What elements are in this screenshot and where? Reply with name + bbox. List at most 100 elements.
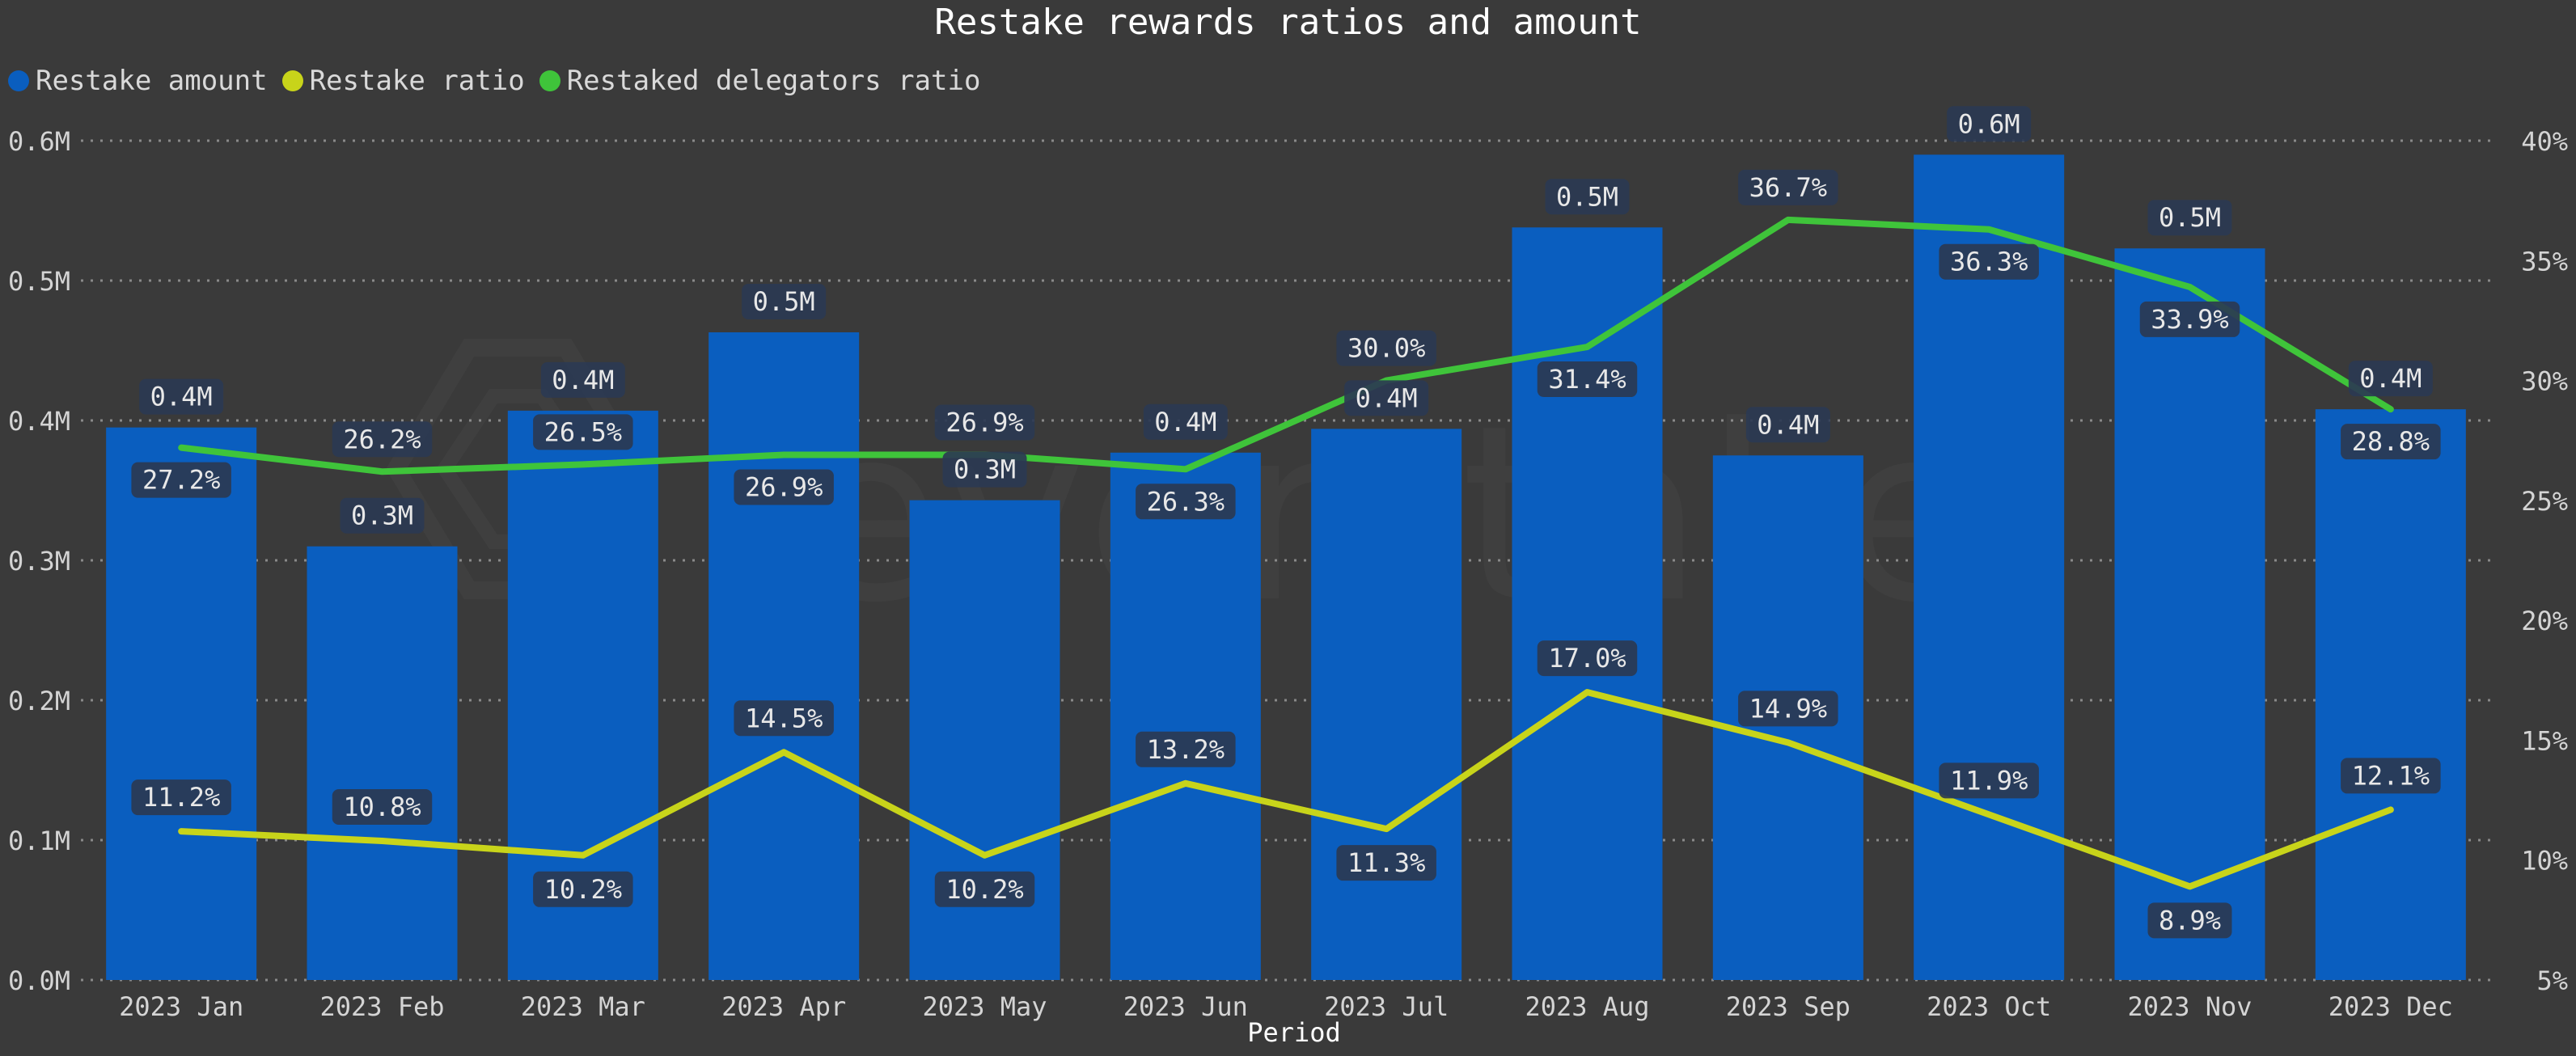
line-point[interactable] xyxy=(379,838,385,843)
data-label-box xyxy=(533,414,633,450)
delegators-ratio-data-label: 26.9% xyxy=(734,469,834,505)
legend-item-restake-amount[interactable]: Restake amount xyxy=(8,65,268,97)
legend-label: Restake amount xyxy=(36,65,268,97)
bar[interactable] xyxy=(1512,227,1663,980)
line-point[interactable] xyxy=(2187,284,2193,289)
data-label-text: 11.9% xyxy=(1950,765,2028,796)
delegators-ratio-data-label: 27.2% xyxy=(131,462,231,498)
restake-ratio-data-label: 17.0% xyxy=(1537,640,1638,677)
bar[interactable] xyxy=(1914,154,2065,981)
data-label-box xyxy=(934,871,1035,907)
y-right-tick-label: 5% xyxy=(2536,965,2568,996)
data-label-text: 31.4% xyxy=(1548,364,1626,395)
line-point[interactable] xyxy=(1785,740,1791,746)
line-point[interactable] xyxy=(1584,344,1590,350)
restake-ratio-data-label: 14.5% xyxy=(734,700,834,737)
data-label-text: 14.5% xyxy=(745,703,823,733)
line-point[interactable] xyxy=(1182,467,1188,472)
bar[interactable] xyxy=(106,427,257,980)
line-point[interactable] xyxy=(580,462,586,467)
data-label-text: 26.5% xyxy=(544,416,622,447)
data-label-box xyxy=(1939,243,2039,280)
data-label-box xyxy=(340,497,425,534)
x-tick-label: 2023 Feb xyxy=(319,991,444,1022)
line-point[interactable] xyxy=(1584,690,1590,695)
delegators-ratio-data-label: 31.4% xyxy=(1537,361,1638,398)
bar[interactable] xyxy=(709,332,860,980)
line-point[interactable] xyxy=(1986,226,1992,232)
line-point[interactable] xyxy=(1986,812,1992,817)
line-point[interactable] xyxy=(179,829,184,834)
x-tick-label: 2023 Dec xyxy=(2329,991,2453,1022)
data-label-text: 0.4M xyxy=(150,382,213,412)
data-label-box xyxy=(942,451,1027,488)
legend-item-restaked-delegators-ratio[interactable]: Restaked delegators ratio xyxy=(539,65,981,97)
line-point[interactable] xyxy=(982,852,988,858)
bar-data-label: 0.4M xyxy=(1344,380,1429,416)
bar[interactable] xyxy=(2315,409,2466,980)
bar[interactable] xyxy=(1311,429,1462,980)
legend: Restake amount Restake ratio Restaked de… xyxy=(8,65,980,97)
bar-data-label: 0.4M xyxy=(2348,361,2433,397)
bar[interactable] xyxy=(1110,452,1261,980)
line-point[interactable] xyxy=(1182,780,1188,786)
y-left-tick-label: 0.1M xyxy=(8,826,70,856)
data-label-text: 13.2% xyxy=(1147,734,1225,765)
bar-data-label: 0.6M xyxy=(1947,106,2032,142)
restaked-delegators-ratio-line[interactable] xyxy=(178,216,2394,475)
legend-label: Restake ratio xyxy=(309,65,525,97)
x-axis-title: Period xyxy=(1247,1017,1341,1048)
line-point[interactable] xyxy=(2388,807,2393,813)
restake-ratio-line[interactable] xyxy=(178,689,2394,890)
bar-data-label: 0.4M xyxy=(540,361,625,398)
data-label-text: 11.3% xyxy=(1347,847,1425,878)
data-label-text: 26.2% xyxy=(343,424,421,454)
legend-label: Restaked delegators ratio xyxy=(566,65,981,97)
data-label-text: 30.0% xyxy=(1347,333,1425,364)
line-point[interactable] xyxy=(580,852,586,858)
restake-ratio-data-label: 8.9% xyxy=(2147,902,2232,939)
y-left-tick-label: 0.5M xyxy=(8,266,70,297)
y-left-tick-label: 0.3M xyxy=(8,546,70,577)
data-label-box xyxy=(139,378,224,415)
legend-dot-icon xyxy=(539,70,560,91)
data-label-text: 0.6M xyxy=(1958,108,2020,139)
data-label-box xyxy=(332,788,433,825)
bar[interactable] xyxy=(2114,248,2265,981)
y-right-tick-label: 40% xyxy=(2521,126,2568,157)
line-point[interactable] xyxy=(2388,407,2393,412)
data-label-text: 10.2% xyxy=(544,874,622,905)
x-tick-label: 2023 Jul xyxy=(1324,991,1449,1022)
delegators-ratio-data-label: 26.5% xyxy=(533,414,633,450)
data-label-box xyxy=(2147,200,2232,236)
bar-data-label: 0.5M xyxy=(742,284,827,320)
data-label-box xyxy=(1143,403,1228,440)
x-tick-label: 2023 Nov xyxy=(2127,991,2252,1022)
data-label-text: 27.2% xyxy=(142,465,220,496)
bar[interactable] xyxy=(307,546,458,980)
bar[interactable] xyxy=(909,500,1060,980)
data-label-text: 0.4M xyxy=(1356,382,1418,413)
bar-data-label: 0.3M xyxy=(942,451,1027,488)
bar-data-label: 0.4M xyxy=(1143,403,1228,440)
legend-item-restake-ratio[interactable]: Restake ratio xyxy=(281,65,525,97)
line-point[interactable] xyxy=(1785,217,1791,222)
restake-ratio-data-label: 10.2% xyxy=(533,871,633,907)
data-label-box xyxy=(1336,330,1436,366)
line-point[interactable] xyxy=(179,445,184,450)
data-label-box xyxy=(1745,407,1830,443)
data-label-box xyxy=(1344,380,1429,416)
line-point[interactable] xyxy=(1384,826,1390,832)
lines xyxy=(178,216,2394,890)
data-label-box xyxy=(1939,762,2039,799)
data-label-box xyxy=(131,462,231,498)
data-label-text: 0.5M xyxy=(1556,181,1618,212)
data-label-box xyxy=(734,700,834,737)
line-point[interactable] xyxy=(2187,884,2193,889)
line-point[interactable] xyxy=(781,452,787,458)
restake-ratio-data-label: 14.9% xyxy=(1738,691,1838,727)
data-label-text: 26.9% xyxy=(745,472,823,503)
line-point[interactable] xyxy=(781,750,787,755)
line-point[interactable] xyxy=(379,469,385,475)
